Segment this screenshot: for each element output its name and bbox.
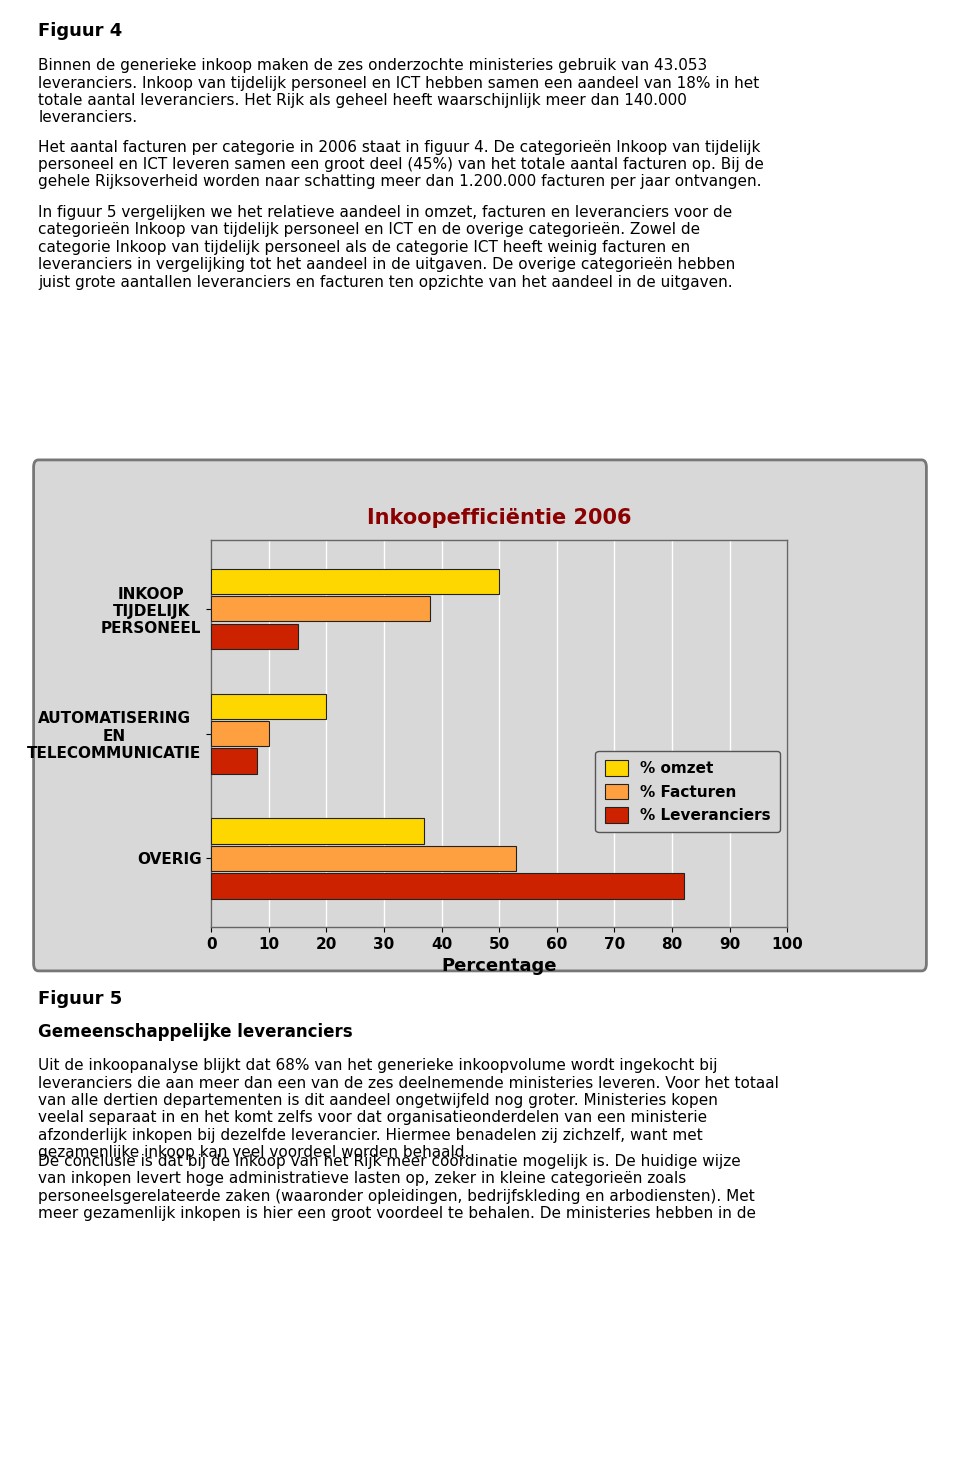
Text: De conclusie is dat bij de inkoop van het Rijk meer coördinatie mogelijk is. De : De conclusie is dat bij de inkoop van he… [38, 1153, 756, 1221]
Bar [211, 749, 257, 774]
Text: Uit de inkoopanalyse blijkt dat 68% van het generieke inkoopvolume wordt ingekoc: Uit de inkoopanalyse blijkt dat 68% van … [38, 1058, 780, 1161]
Title: Inkoopefficiëntie 2006: Inkoopefficiëntie 2006 [367, 508, 632, 527]
Text: In figuur 5 vergelijken we het relatieve aandeel in omzet, facturen en leveranci: In figuur 5 vergelijken we het relatieve… [38, 204, 735, 289]
Bar [211, 721, 269, 746]
Text: Binnen de generieke inkoop maken de zes onderzochte ministeries gebruik van 43.0: Binnen de generieke inkoop maken de zes … [38, 58, 759, 126]
Bar [211, 873, 684, 898]
Text: Gemeenschappelijke leveranciers: Gemeenschappelijke leveranciers [38, 1023, 353, 1041]
X-axis label: Percentage: Percentage [442, 958, 557, 975]
Text: Het aantal facturen per categorie in 2006 staat in figuur 4. De categorieën Inko: Het aantal facturen per categorie in 200… [38, 140, 764, 190]
Legend: % omzet, % Facturen, % Leveranciers: % omzet, % Facturen, % Leveranciers [595, 750, 780, 832]
Bar [211, 596, 430, 622]
Bar [211, 845, 516, 872]
Bar [211, 623, 298, 648]
Text: Figuur 5: Figuur 5 [38, 990, 123, 1007]
Bar [211, 819, 424, 844]
Bar [211, 569, 499, 594]
Bar [211, 694, 326, 718]
Text: Figuur 4: Figuur 4 [38, 22, 123, 39]
